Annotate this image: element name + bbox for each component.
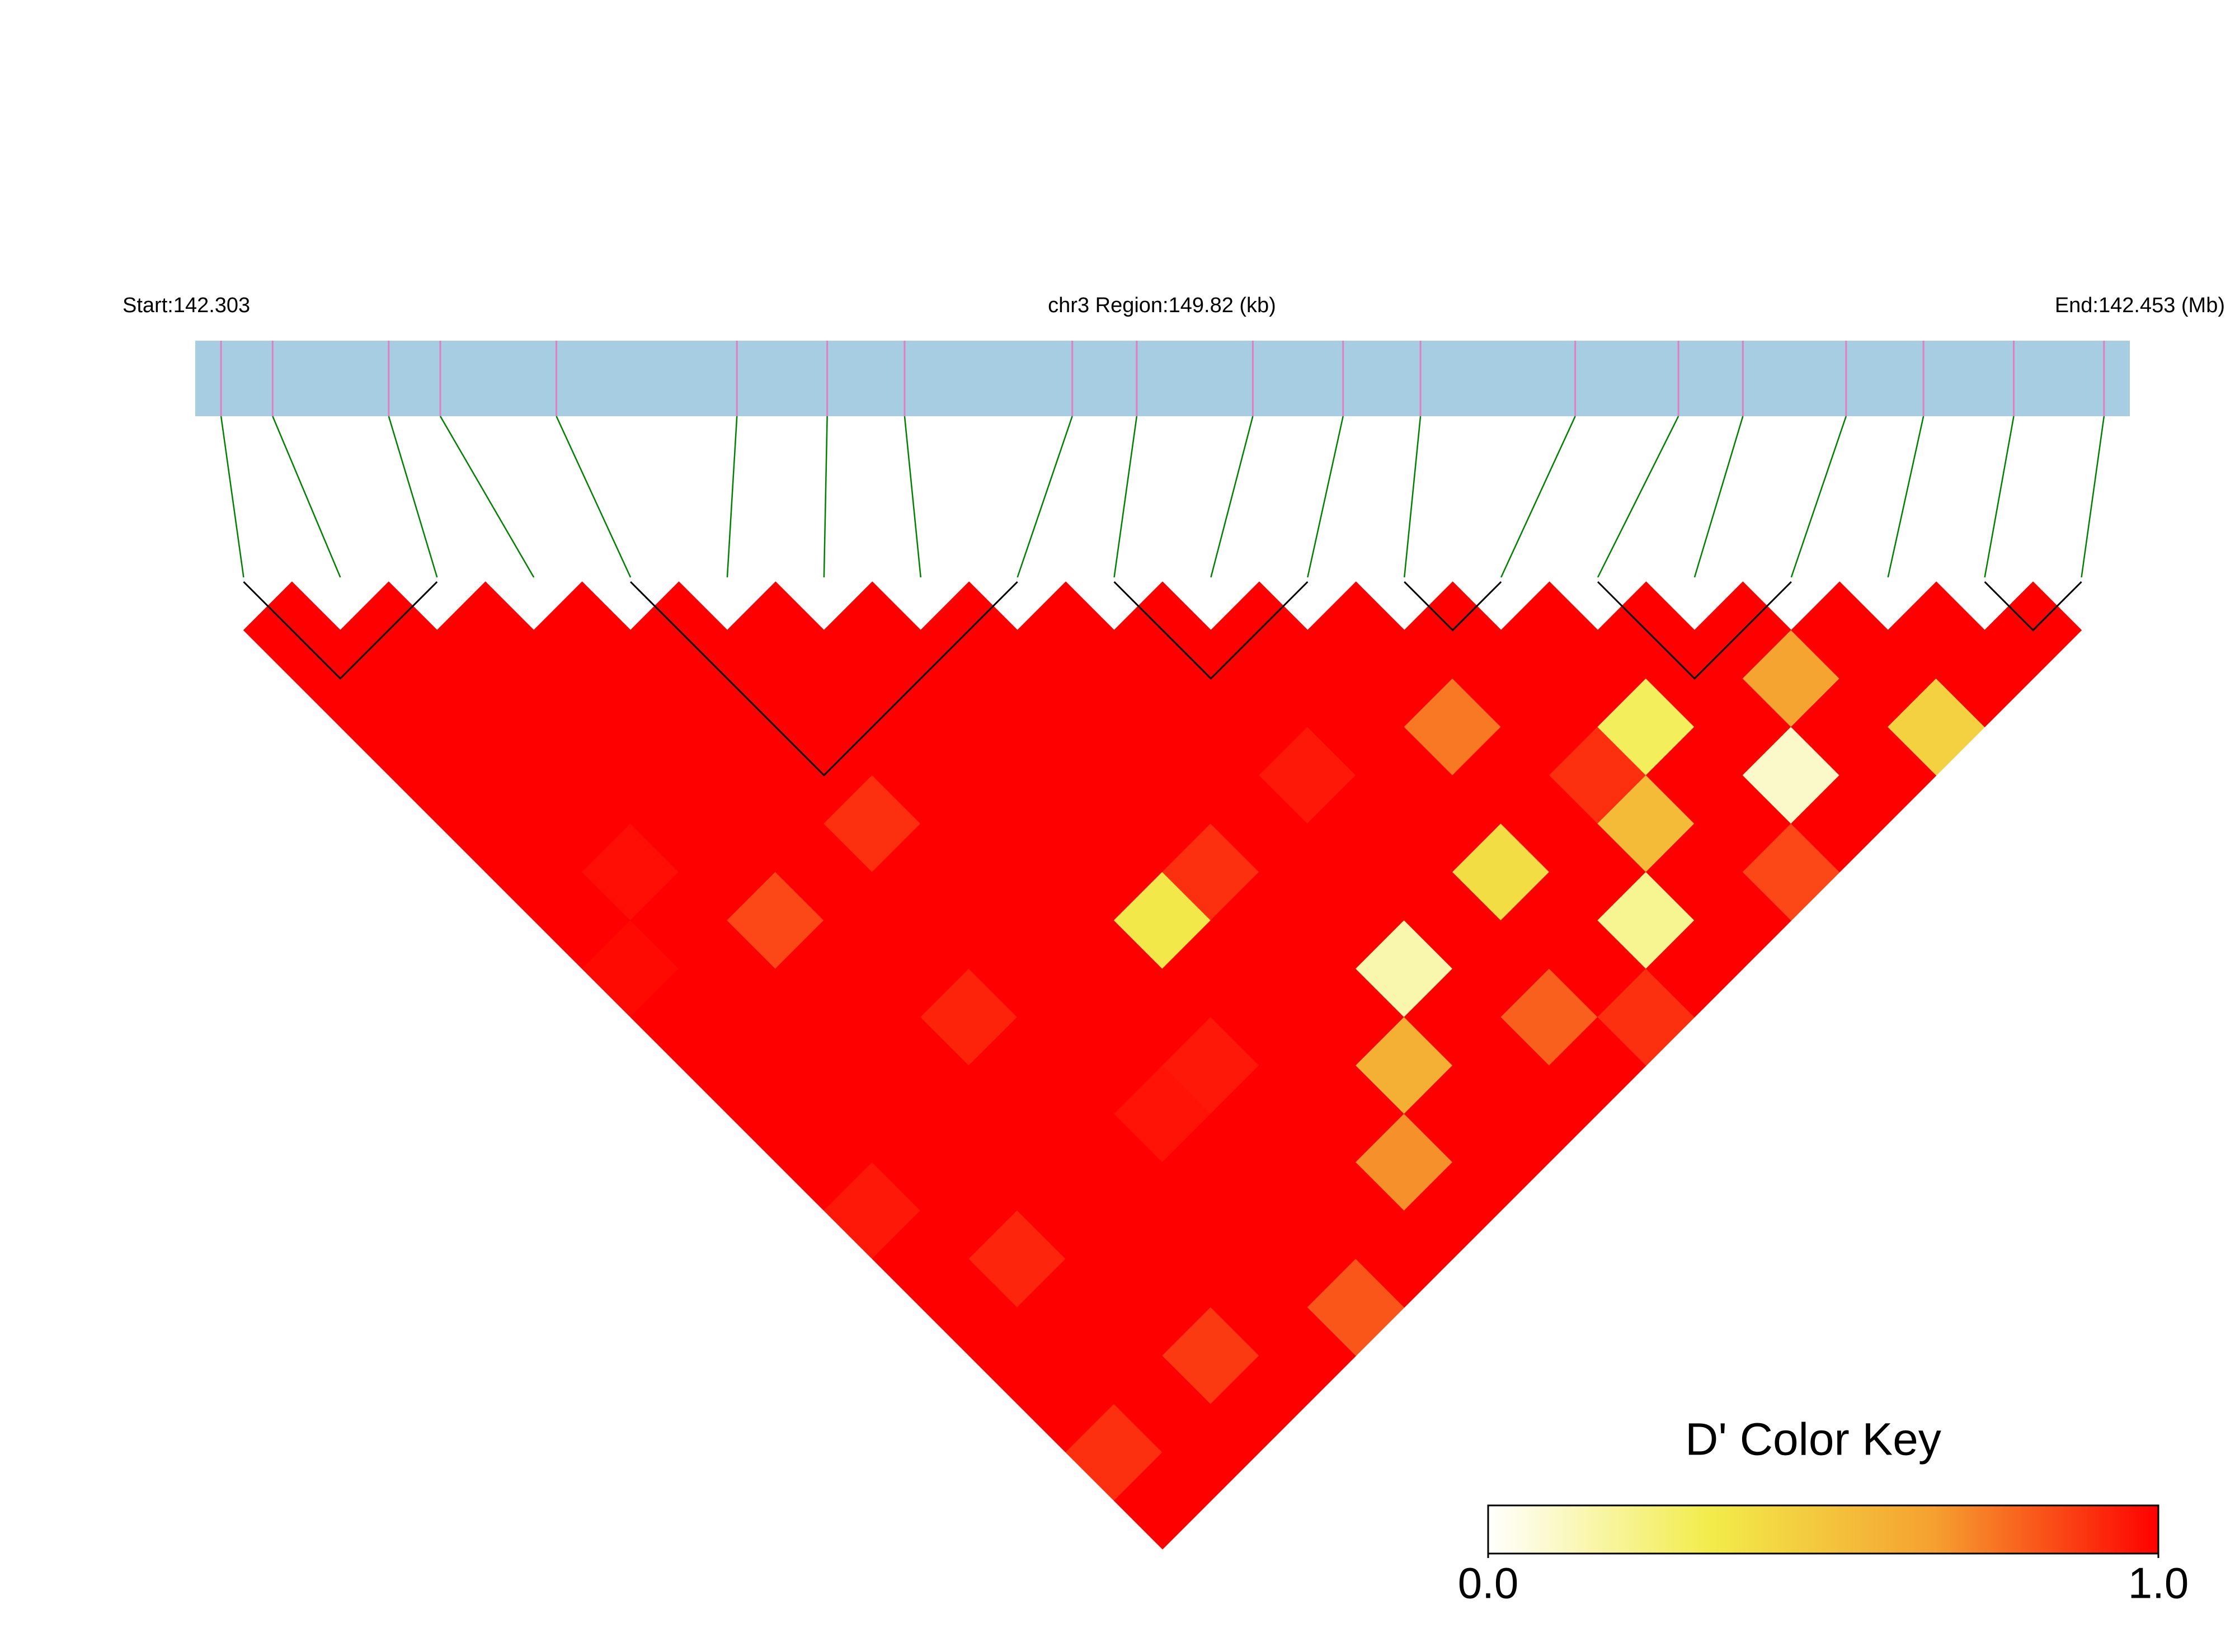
snp-connector	[823, 416, 828, 578]
snp-connector	[439, 416, 535, 578]
snp-connector	[1404, 416, 1422, 578]
position-band	[195, 341, 2130, 416]
region-label: chr3 Region:149.82 (kb)	[1048, 294, 1276, 317]
color-key	[1487, 1504, 2159, 1555]
snp-connector	[726, 416, 738, 578]
snp-connector	[1597, 416, 1679, 578]
snp-connector	[1984, 416, 2015, 578]
snp-connector	[1693, 416, 1744, 578]
key-title: D' Color Key	[1685, 1414, 1941, 1465]
snp-connector	[1210, 416, 1254, 578]
snp-connector	[1113, 416, 1138, 578]
start-label: Start:142.303	[123, 294, 250, 317]
snp-connector	[2081, 416, 2105, 578]
key-tick-label: 0.0	[1458, 1559, 1518, 1608]
ld-block	[1404, 581, 1502, 632]
snp-connector	[1307, 416, 1344, 578]
snp-connector	[220, 416, 244, 578]
ld-block	[243, 581, 438, 680]
snp-connector	[556, 416, 632, 578]
snp-connector	[1887, 416, 1925, 578]
snp-connector	[272, 416, 341, 578]
key-tick-label: 1.0	[2128, 1559, 2189, 1608]
ld-block	[629, 581, 1018, 776]
snp-connector	[1500, 416, 1576, 578]
snp-connector	[1790, 416, 1847, 578]
ld-block	[1113, 581, 1309, 680]
ld-block	[1597, 581, 1792, 680]
end-label: End:142.453 (Mb)	[2055, 294, 2225, 317]
ld-block	[1984, 581, 2082, 632]
snp-connector	[388, 416, 438, 578]
snp-connector	[1017, 416, 1073, 578]
snp-connector	[904, 416, 921, 578]
